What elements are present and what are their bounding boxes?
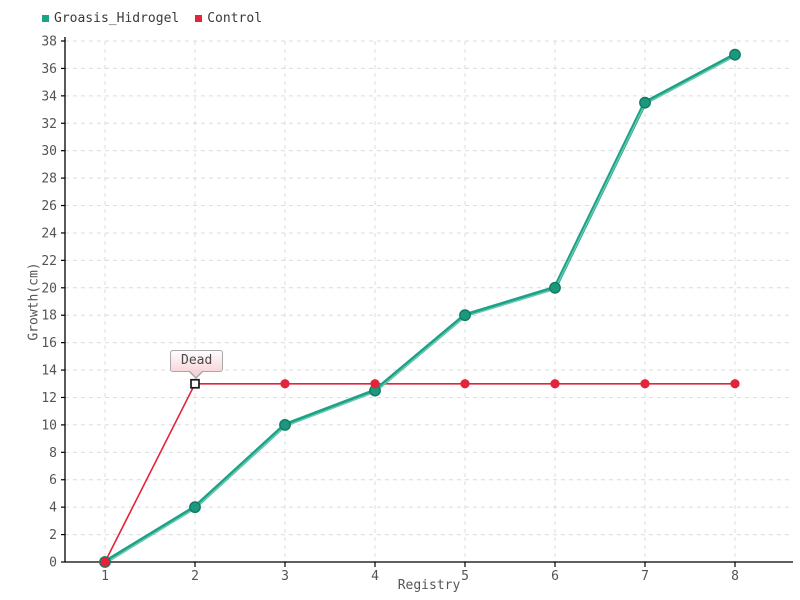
- y-tick-label: 14: [41, 364, 57, 379]
- x-tick-label: 2: [191, 569, 199, 584]
- legend-label-control: Control: [207, 11, 263, 26]
- legend: Groasis_Hidrogel Control: [42, 11, 262, 26]
- groasis-point[interactable]: [189, 501, 201, 514]
- control-point[interactable]: [100, 557, 110, 567]
- groasis-line: [103, 52, 736, 564]
- dead-annotation-text: Dead: [181, 352, 213, 368]
- groasis-point[interactable]: [459, 309, 471, 322]
- control-line: [104, 382, 735, 563]
- y-axis-title: Growth(cm): [26, 262, 42, 341]
- x-tick-label: 3: [281, 569, 289, 584]
- control-point[interactable]: [730, 379, 740, 389]
- x-tick-label: 5: [461, 569, 469, 584]
- y-tick-label: 24: [41, 226, 57, 241]
- x-tick-label: 1: [101, 569, 109, 584]
- control-point[interactable]: [370, 379, 380, 389]
- y-tick-label: 22: [41, 254, 57, 269]
- legend-item-control[interactable]: Control: [195, 11, 262, 26]
- y-tick-label: 28: [41, 172, 57, 187]
- y-tick-label: 8: [49, 446, 57, 461]
- groasis-line-highlight: [104, 55, 736, 564]
- groasis-point[interactable]: [639, 96, 651, 109]
- control-series-swatch-icon: [195, 15, 203, 22]
- y-tick-label: 4: [49, 501, 57, 516]
- groasis-point[interactable]: [279, 418, 291, 431]
- y-tick-label: 20: [41, 281, 57, 296]
- y-tick-label: 16: [41, 336, 57, 351]
- control-point[interactable]: [550, 379, 560, 389]
- y-tick-label: 26: [41, 199, 57, 214]
- x-axis-title: Registry: [397, 578, 461, 593]
- dead-annotation-tooltip: Dead: [170, 349, 224, 379]
- y-tick-label: 6: [49, 473, 57, 488]
- control-point[interactable]: [640, 379, 650, 389]
- y-tick-label: 32: [41, 117, 57, 132]
- y-tick-label: 0: [49, 556, 57, 571]
- y-tick-label: 36: [41, 62, 57, 77]
- legend-label-groasis: Groasis_Hidrogel: [54, 11, 180, 26]
- y-tick-label: 12: [41, 391, 57, 406]
- y-tick-label: 10: [41, 418, 57, 433]
- y-tick-label: 34: [41, 89, 57, 104]
- y-tick-label: 38: [41, 35, 57, 50]
- y-tick-label: 2: [49, 528, 57, 543]
- x-tick-label: 8: [731, 569, 739, 584]
- y-tick-label: 30: [41, 144, 57, 159]
- control-point[interactable]: [280, 379, 290, 389]
- x-tick-label: 4: [371, 569, 379, 584]
- x-tick-label: 6: [551, 569, 559, 584]
- control-point[interactable]: [460, 379, 470, 389]
- groasis-series-swatch-icon: [42, 15, 49, 22]
- groasis-point[interactable]: [549, 281, 561, 294]
- legend-item-groasis[interactable]: Groasis_Hidrogel: [42, 11, 179, 26]
- y-tick-label: 18: [41, 309, 57, 324]
- groasis-point[interactable]: [729, 48, 741, 61]
- x-tick-label: 7: [641, 569, 649, 584]
- dead-point-marker[interactable]: [190, 378, 200, 389]
